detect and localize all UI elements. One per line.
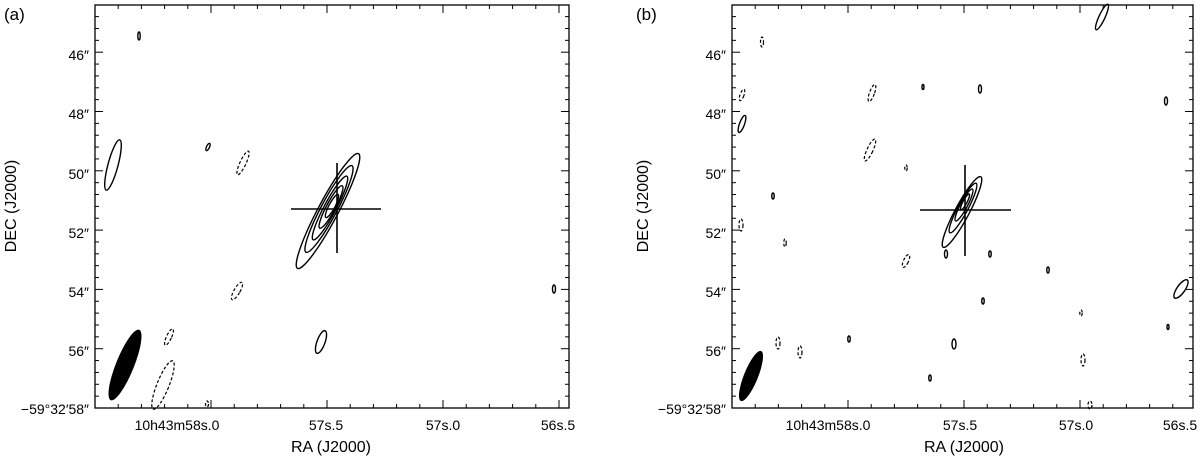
contour-level [759, 36, 765, 48]
contour-level [204, 400, 210, 408]
panel-label-a: (a) [4, 5, 25, 24]
y-tick-label: 56″ [68, 343, 89, 359]
contour-level [951, 338, 957, 350]
contour-level [867, 83, 877, 103]
contour-level [163, 328, 175, 346]
x-axis-label: RA (J2000) [291, 439, 371, 456]
y-tick-label: 48″ [705, 106, 726, 122]
contour-level [988, 250, 992, 258]
contour-level [304, 164, 354, 254]
contour-level [236, 150, 250, 176]
axis-ticks-b [731, 5, 1193, 409]
contour-level [737, 114, 747, 134]
contour-level [941, 175, 983, 249]
contour-level [783, 238, 787, 248]
contour-level [901, 253, 911, 269]
contour-level [551, 284, 557, 294]
x-tick-label: 56s.5 [541, 417, 575, 433]
contour-level [1163, 96, 1169, 106]
panel-b: (b) 46″ 48″ 50″ 52″ 54″ 56″ −59°32′58″ 1… [635, 3, 1197, 456]
beam-ellipse-b [738, 350, 764, 402]
x-tick-label: 10h43m58s.0 [786, 417, 871, 433]
y-axis-label: DEC (J2000) [3, 160, 20, 252]
contour-level [847, 335, 851, 343]
contour-level [314, 329, 328, 355]
contour-level [230, 281, 244, 301]
x-tick-label: 57s.0 [1059, 417, 1093, 433]
contour-level [324, 193, 340, 219]
y-axis-label: DEC (J2000) [635, 160, 652, 252]
contour-level [205, 142, 211, 152]
y-tick-label: 50″ [68, 166, 89, 182]
contour-level [1166, 323, 1170, 331]
y-tick-label: 50″ [705, 166, 726, 182]
contour-level [921, 83, 925, 91]
source-marker-b [920, 165, 1011, 256]
x-tick-label: 10h43m58s.0 [135, 417, 220, 433]
contour-level [797, 345, 803, 359]
contour-level [943, 249, 949, 259]
y-tick-label: 52″ [705, 225, 726, 241]
contour-level [738, 218, 744, 232]
beam-ellipse-a [108, 329, 142, 401]
contour-level [863, 138, 877, 162]
contour-level [1079, 309, 1083, 317]
contour-level [738, 88, 746, 102]
contour-level [904, 164, 908, 172]
plot-frame-a [94, 4, 570, 409]
contour-level [137, 31, 141, 41]
panel-label-b: (b) [636, 5, 657, 24]
contour-level [775, 336, 781, 350]
y-tick-label: 54″ [68, 284, 89, 300]
contours-a [104, 31, 557, 410]
y-tick-label: 46″ [705, 47, 726, 63]
x-axis-label: RA (J2000) [924, 439, 1004, 456]
contour-level [981, 297, 985, 305]
contour-level [1087, 400, 1093, 410]
y-tick-label: −59°32′58″ [658, 401, 726, 417]
contour-level [954, 188, 974, 222]
x-tick-label: 57s.5 [309, 417, 343, 433]
contour-level [295, 152, 361, 270]
y-tick-label: 54″ [705, 284, 726, 300]
contours-b [737, 3, 1189, 410]
contour-level [977, 84, 983, 94]
source-marker-a [291, 163, 381, 253]
contour-level [151, 360, 175, 410]
contour-level [1094, 3, 1110, 31]
contour-level [1173, 279, 1189, 299]
contour-level [1080, 353, 1086, 367]
y-tick-label: 48″ [68, 106, 89, 122]
contour-level [1046, 266, 1050, 274]
y-tick-label: 52″ [68, 225, 89, 241]
x-tick-label: 56s.5 [1163, 417, 1197, 433]
x-tick-label: 57s.5 [943, 417, 977, 433]
contour-level [771, 192, 775, 200]
y-tick-label: −59°32′58″ [21, 401, 89, 417]
contour-level [311, 175, 349, 241]
x-tick-label: 57s.0 [426, 417, 460, 433]
contour-level [928, 374, 932, 382]
y-tick-label: 56″ [705, 343, 726, 359]
contour-level [104, 139, 122, 191]
panel-a: (a) 46″ 48″ 50″ 52″ 54″ 56″ −59°32′58″ 1… [3, 4, 575, 456]
axis-ticks-a [94, 5, 569, 409]
y-tick-label: 46″ [68, 47, 89, 63]
